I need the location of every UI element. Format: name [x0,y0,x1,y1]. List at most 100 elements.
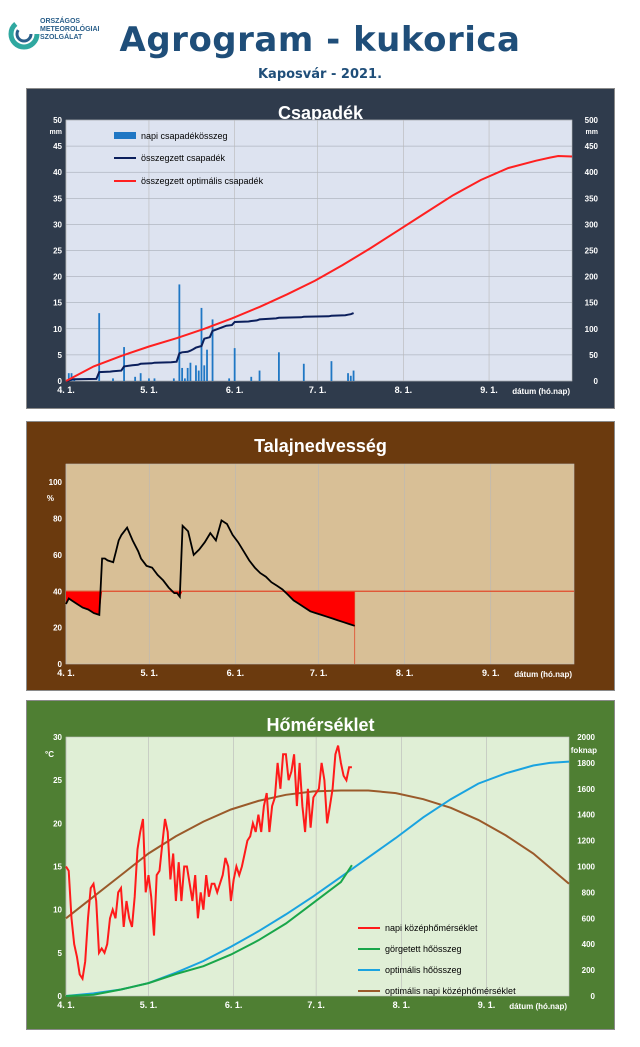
legend-rolling-heat-sum-label: görgetett hőösszeg [385,944,462,954]
soil-y-tick-label: 40 [53,587,62,596]
precip-x-tick-label: 5. 1. [140,385,158,395]
daily-precip-bar [250,376,253,381]
daily-precip-bar [139,373,142,381]
organisation-name: ORSZÁGOS METEOROLÓGIAI SZOLGÁLAT [40,18,100,42]
daily-precip-bar [186,367,189,381]
daily-precip-bar [330,361,333,381]
soil-moisture-panel: Talajnedvesség 0 20 40 60 80 100% 4. 1. 5. 1. 6. … [26,421,615,691]
daily-precip-bar [153,378,156,381]
daily-precip-bar [211,319,214,381]
soil-y-axis-unit: % [47,494,54,503]
header: ORSZÁGOS METEOROLÓGIAI SZOLGÁLAT Agrogra… [0,0,640,88]
precip-y-tick-label: 30 [53,220,62,229]
precip-y2-tick-label: 50 [589,351,598,360]
soil-y-tick-label: 0 [58,660,63,669]
temp-y2-axis-unit: foknap [571,746,597,755]
cumulative-precip-line [65,312,354,382]
precip-y2-axis-unit: mm [586,129,598,136]
daily-precip-bar [197,370,200,381]
daily-precip-bar [178,284,181,381]
temp-y2-tick-label: 1000 [577,863,595,872]
temp-y2-tick-label: 1400 [577,811,595,820]
temp-y-axis-unit: °C [45,750,54,759]
soil-plot-area [65,463,575,665]
precip-x-axis-label: dátum (hó.nap) [512,387,570,396]
precip-y-axis-unit: mm [50,129,62,136]
temp-y-tick-label: 20 [53,819,62,828]
soil-x-tick-label: 9. 1. [482,668,500,678]
legend-optimal-precip-label: összegzett optimális csapadék [141,176,264,186]
legend-optimal-heat-sum-label: optimális hőösszeg [385,965,462,975]
temp-title: Hőmérséklet [266,715,374,735]
temp-y2-tick-label: 200 [582,966,596,975]
daily-precip-bar [112,378,114,381]
daily-mean-temp-line [65,745,352,982]
precip-y2-tick-label: 150 [585,299,599,308]
precip-x-tick-label: 4. 1. [57,385,75,395]
temp-y-tick-label: 0 [58,992,63,1001]
temp-x-tick-label: 6. 1. [225,1000,243,1010]
precip-y2-tick-label: 0 [594,377,599,386]
soil-x-axis-label: dátum (hó.nap) [514,670,572,679]
soil-x-tick-label: 8. 1. [396,668,414,678]
precip-y-tick-label: 5 [58,351,63,360]
soil-x-tick-label: 6. 1. [227,668,245,678]
temp-y-tick-label: 10 [53,906,62,915]
temp-x-axis-label: dátum (hó.nap) [509,1002,567,1011]
daily-precip-bar [195,365,197,381]
daily-precip-bar [98,313,101,381]
temp-x-tick-label: 4. 1. [57,1000,75,1010]
precip-x-tick-label: 8. 1. [395,385,413,395]
temp-x-tick-label: 9. 1. [478,1000,496,1010]
soil-deficit-area [66,591,355,626]
legend-cumulative-precip-label: összegzett csapadék [141,153,226,163]
precip-y2-tick-label: 450 [585,142,599,151]
precip-y-tick-label: 10 [53,325,62,334]
legend-optimal-daily-temp-label: optimális napi középhőmérséklet [385,986,516,996]
rolling-heat-sum-line [65,864,353,997]
soil-x-tick-label: 4. 1. [57,668,75,678]
daily-precip-bar [233,348,236,381]
daily-precip-bar [123,347,125,381]
temp-y2-tick-label: 0 [591,992,596,1001]
daily-precip-bar [352,370,355,381]
soil-y-tick-label: 20 [53,624,62,633]
precip-y2-tick-label: 350 [585,194,599,203]
temp-y2-tick-label: 1800 [577,759,595,768]
soil-y-tick-label: 80 [53,515,62,524]
daily-precip-bar [278,352,280,381]
daily-precip-bar [347,373,349,381]
daily-precip-bar [189,362,192,381]
temp-y2-tick-label: 1600 [577,785,595,794]
temp-y-tick-label: 15 [53,863,62,872]
temp-y-tick-label: 30 [53,733,62,742]
precip-y2-tick-label: 400 [585,168,599,177]
optimal-precip-line [65,154,573,382]
precip-x-tick-label: 7. 1. [309,385,327,395]
optimal-daily-temp-line [65,789,570,920]
precip-y2-tick-label: 100 [585,325,599,334]
temp-y-tick-label: 5 [58,949,63,958]
soil-x-tick-label: 5. 1. [141,668,159,678]
precip-x-tick-label: 6. 1. [226,385,244,395]
temp-x-tick-label: 5. 1. [140,1000,158,1010]
temperature-chart: Hőmérséklet 0 5 10 15 20 25 30 0 200 400 600 800 1000… [26,700,615,1030]
omsz-logo [8,18,40,50]
precip-x-tick-label: 9. 1. [480,385,498,395]
soil-moisture-line [65,518,355,627]
org-line-2: METEOROLÓGIAI [40,26,100,33]
legend-daily-precip-label: napi csapadékösszeg [141,131,228,141]
daily-precip-bar [183,378,186,381]
temp-plot-area [65,736,570,997]
precip-title: Csapadék [278,103,364,123]
page-title: Agrogram - kukorica [119,20,521,60]
precip-y2-tick-label: 300 [585,220,599,229]
temp-y2-tick-label: 400 [582,940,596,949]
precip-y2-tick-label: 200 [585,273,599,282]
daily-precip-bar [302,363,305,381]
precip-y-tick-label: 35 [53,194,62,203]
precip-y-tick-label: 25 [53,247,62,256]
page-subtitle: Kaposvár - 2021. [257,67,383,82]
precipitation-chart: Csapadék05101520253035404550050100150200… [26,88,615,409]
temperature-panel: Hőmérséklet 0 5 10 15 20 25 30 0 200 400 600 800 1000… [26,700,615,1030]
